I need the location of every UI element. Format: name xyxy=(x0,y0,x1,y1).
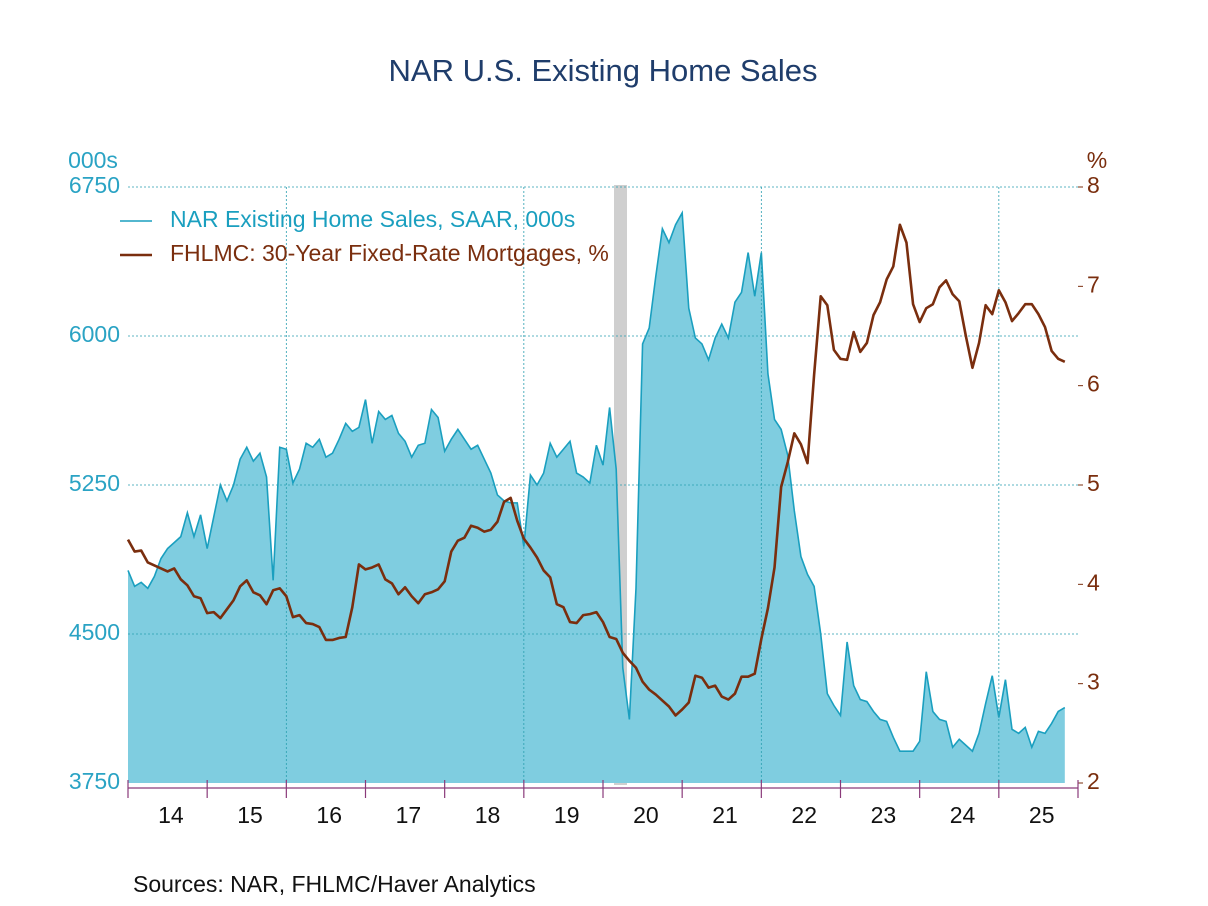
x-tick-label: 18 xyxy=(475,802,501,828)
legend-label: FHLMC: 30-Year Fixed-Rate Mortgages, % xyxy=(170,240,609,266)
y2-tick-label: 5 xyxy=(1087,470,1100,496)
y2-tick-label: 2 xyxy=(1087,768,1100,794)
x-tick-label: 24 xyxy=(950,802,976,828)
y-tick-label: 6750 xyxy=(69,172,120,198)
chart-title: NAR U.S. Existing Home Sales xyxy=(389,53,818,88)
mortgage-line xyxy=(126,223,1066,717)
y-axis-label: 000s xyxy=(68,147,118,173)
y2-tick-label: 7 xyxy=(1087,271,1100,297)
y2-tick-label: 6 xyxy=(1087,371,1100,397)
x-tick-label: 23 xyxy=(871,802,897,828)
y-tick-label: 3750 xyxy=(69,768,120,794)
y2-tick-label: 8 xyxy=(1087,172,1100,198)
y2-tick-label: 3 xyxy=(1087,669,1100,695)
x-tick-label: 14 xyxy=(158,802,184,828)
y-tick-label: 5250 xyxy=(69,470,120,496)
x-tick-label: 15 xyxy=(237,802,263,828)
x-tick-label: 21 xyxy=(712,802,738,828)
x-tick-label: 22 xyxy=(791,802,817,828)
y2-tick-label: 4 xyxy=(1087,569,1100,595)
sales-area xyxy=(128,212,1065,783)
legend-label: NAR Existing Home Sales, SAAR, 000s xyxy=(170,206,575,232)
sales-line xyxy=(127,210,1066,753)
y2-axis-label: % xyxy=(1087,147,1107,173)
x-tick-label: 20 xyxy=(633,802,659,828)
x-tick-label: 25 xyxy=(1029,802,1055,828)
x-tick-label: 19 xyxy=(554,802,580,828)
x-tick-label: 16 xyxy=(316,802,342,828)
source-note: Sources: NAR, FHLMC/Haver Analytics xyxy=(133,871,536,897)
y-tick-label: 6000 xyxy=(69,321,120,347)
y-tick-label: 4500 xyxy=(69,619,120,645)
x-tick-label: 17 xyxy=(396,802,422,828)
